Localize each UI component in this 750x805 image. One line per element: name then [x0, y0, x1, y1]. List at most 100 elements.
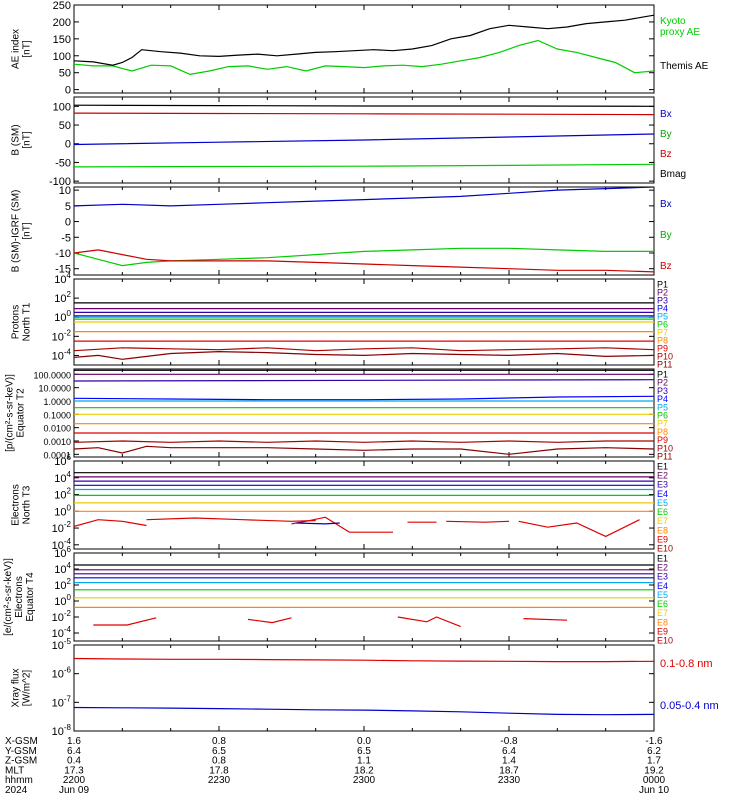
y-tick-label: 0.1000: [43, 410, 71, 420]
y-tick-label: 0: [65, 217, 71, 229]
y-tick-label: 10-8: [52, 723, 72, 738]
x-tick-label: 1.4: [502, 756, 516, 767]
legend-entry: E8: [657, 617, 668, 627]
y-tick-label: 1.0000: [43, 397, 71, 407]
y-tick-label: 200: [53, 17, 71, 29]
legend-entry: P10: [657, 352, 673, 362]
legend-entry: P1: [657, 280, 668, 290]
series-line-p4: [74, 395, 654, 401]
x-tick-label: 18.2: [354, 765, 374, 776]
series-line-e9: [247, 617, 292, 624]
legend-entry: P5: [657, 312, 668, 322]
y-tick-label: 150: [53, 34, 71, 46]
legend-entry: E7: [657, 608, 668, 618]
y-axis-label: B (SM): [11, 124, 22, 155]
y-axis-label: Equator T4: [25, 572, 36, 622]
series-line-kyoto-proxy-ae: [74, 39, 654, 76]
y-axis-label: North T1: [22, 302, 33, 341]
legend-entry: P11: [657, 452, 672, 462]
legend-entry: P6: [657, 320, 668, 330]
y-tick-label: -50: [55, 157, 71, 169]
legend-entry: P6: [657, 411, 668, 421]
legend-entry: E8: [657, 525, 668, 535]
x-axis-row-label: hhmm: [5, 775, 33, 786]
series-line-e9: [518, 519, 640, 538]
legend-entry: E1: [657, 554, 668, 564]
series-line-p10: [74, 440, 654, 443]
legend-entry: 0.05-0.4 nm: [660, 700, 719, 712]
y-tick-label: 0: [65, 85, 71, 97]
y-axis-label: [nT]: [22, 40, 33, 57]
panel-3: -15 -10 -5 0 5 10 B (SM)-IGRF (SM) [nT] Bx By Bz: [11, 185, 672, 276]
y-tick-label: 104: [54, 561, 71, 576]
x-tick-label: -1.6: [645, 736, 663, 747]
x-tick-label: 6.4: [502, 746, 516, 757]
legend-entry: E6: [657, 599, 668, 609]
x-tick-label: 2230: [208, 775, 231, 786]
y-tick-label: 0.0100: [43, 424, 71, 434]
y-tick-label: 10.0000: [38, 384, 71, 394]
panel-frame: [73, 460, 655, 550]
legend-entry: P4: [657, 304, 668, 314]
legend-entry: Bx: [660, 199, 672, 210]
legend-entry: Bz: [660, 261, 672, 272]
y-axis-label: [nT]: [22, 222, 33, 239]
y-tick-label: 100: [54, 503, 71, 518]
x-tick-label: Jun 09: [59, 785, 89, 796]
x-axis-row-label: Z-GSM: [5, 756, 37, 767]
series-line-p11: [74, 445, 654, 455]
series-line-0-05-0-4-nm: [74, 706, 654, 716]
y-tick-label: -10: [55, 248, 71, 260]
legend-entry: E3: [657, 480, 668, 490]
x-axis-table: X-GSM 1.6 0.8 0.0 -0.8 -1.6 Y-GSM 6.4 6.5 6.5 6.4 6…: [5, 736, 669, 796]
y-tick-label: 5: [65, 201, 71, 213]
legend-entry: E2: [657, 471, 668, 481]
series-group: [74, 564, 654, 628]
series-line-bmag: [74, 104, 654, 107]
series-line-bz: [74, 249, 654, 273]
y-tick-label: 100: [53, 51, 71, 63]
y-tick-label: 10-6: [52, 666, 72, 681]
y-axis-label: Electrons: [14, 576, 25, 618]
series-line-bx: [74, 133, 654, 146]
y-tick-label: 102: [54, 487, 71, 502]
y-tick-label: 102: [54, 290, 71, 305]
legend-entry: Bmag: [660, 169, 686, 180]
legend-entry: E9: [657, 626, 668, 636]
legend-entry: P3: [657, 296, 668, 306]
legend-entry: P9: [657, 344, 668, 354]
series-line-by: [74, 247, 654, 267]
x-tick-label: 0.0: [357, 736, 371, 747]
x-tick-label: 18.7: [499, 765, 519, 776]
y-tick-label: -100: [49, 176, 71, 188]
y-tick-label: 100: [54, 593, 71, 608]
legend-entry: E9: [657, 534, 668, 544]
y-axis-label: [nT]: [22, 131, 33, 148]
x-tick-label: 19.2: [644, 765, 664, 776]
series-line-e9: [146, 517, 316, 522]
y-tick-label: 250: [53, 0, 71, 12]
series-line-e10: [296, 522, 340, 525]
legend-entry: E3: [657, 572, 668, 582]
x-tick-label: 17.3: [64, 765, 84, 776]
panel-frame: [73, 552, 655, 642]
series-group: [74, 369, 654, 455]
panel-2: -100 -50 0 50 100 B (SM) [nT] Bx By Bz Bmag: [11, 96, 686, 188]
series-line-p10: [74, 347, 654, 352]
y-tick-label: 10-2: [52, 520, 72, 535]
legend-entry: Kyoto: [660, 16, 686, 27]
legend-entry: P11: [657, 360, 672, 370]
x-tick-label: 0.4: [67, 756, 81, 767]
x-tick-label: 1.1: [357, 756, 371, 767]
y-tick-label: 100: [54, 309, 71, 324]
series-line-e9: [446, 520, 510, 523]
legend-entry: P2: [657, 378, 668, 388]
legend-entry: P4: [657, 394, 668, 404]
legend-entry: E5: [657, 498, 668, 508]
x-tick-label: 0.8: [212, 756, 226, 767]
legend-entry: E7: [657, 516, 668, 526]
y-tick-label: 0.0010: [43, 437, 71, 447]
